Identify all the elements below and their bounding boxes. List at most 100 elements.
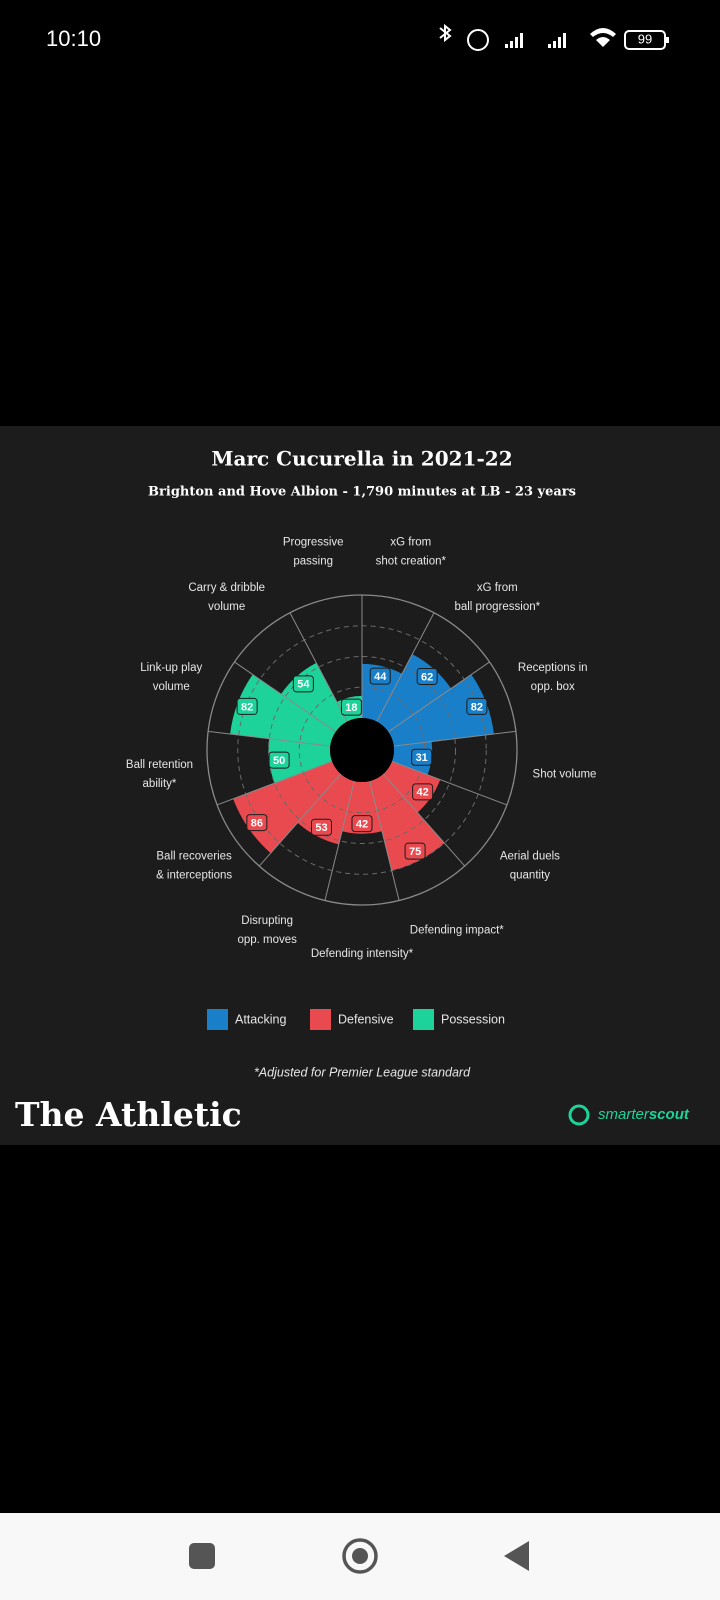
chart-subtitle: Brighton and Hove Albion - 1,790 minutes… (148, 485, 576, 500)
category-label-line: Receptions in (518, 662, 588, 674)
category-label: Receptions in opp. box (518, 662, 588, 693)
value-label: 50 (273, 755, 285, 767)
category-label-line: quantity (510, 869, 551, 881)
spoke (369, 780, 400, 901)
category-label-line: passing (293, 555, 333, 567)
value-label: 86 (251, 817, 263, 829)
value-label-box (411, 748, 433, 766)
legend-label: Attacking (235, 1012, 286, 1026)
partner-name: smarterscout (598, 1106, 690, 1123)
partner-name-b: scout (649, 1106, 690, 1123)
value-label-box (416, 667, 438, 685)
category-label-line: xG from (477, 582, 518, 594)
category-label: Shot volume (533, 769, 597, 781)
value-label-box (466, 697, 488, 715)
category-label: Defending impact* (410, 925, 504, 937)
value-label-box (351, 815, 373, 833)
category-label: Progressive passing (283, 536, 344, 567)
category-label-line: ability* (143, 778, 177, 790)
category-label-line: shot creation* (376, 555, 447, 567)
bar (369, 773, 445, 871)
category-label-line: Disrupting (241, 915, 293, 927)
spoke (376, 612, 435, 722)
bar (268, 738, 333, 784)
category-label: Carry & dribble volume (188, 582, 265, 613)
category-label: Link-up play volume (140, 662, 202, 693)
nav-recents[interactable] (189, 1543, 215, 1569)
battery-level: 99 (638, 31, 652, 46)
partner-logo: smarterscout (568, 1104, 690, 1126)
spoke (391, 760, 508, 806)
value-label-box (404, 842, 426, 860)
legend-swatch (310, 1009, 331, 1030)
category-label-line: Aerial duels (500, 850, 560, 862)
value-label-box (369, 667, 391, 685)
value-label: 42 (416, 787, 428, 799)
category-label-line: Ball retention (126, 759, 193, 771)
publisher-logo: The Athletic (15, 1095, 242, 1134)
category-label-line: opp. box (531, 681, 575, 693)
category-label-line: Progressive (283, 536, 344, 548)
nav-back[interactable] (504, 1541, 529, 1571)
category-label-line: & interceptions (156, 869, 232, 881)
value-label-box (236, 697, 258, 715)
spoke (393, 730, 516, 747)
category-label-line: Carry & dribble (188, 582, 265, 594)
category-label: xG from shot creation* (376, 536, 447, 567)
category-label-line: opp. moves (237, 934, 297, 946)
status-time: 10:10 (46, 26, 101, 51)
category-label: Ball recoveries & interceptions (156, 850, 232, 881)
chart-title: Marc Cucurella in 2021-22 (211, 447, 512, 471)
spoke (289, 612, 348, 722)
value-label: 62 (421, 671, 433, 683)
value-label: 53 (315, 822, 327, 834)
legend-label: Possession (441, 1012, 505, 1026)
partner-name-a: smarter (598, 1106, 650, 1123)
value-label: 82 (241, 701, 253, 713)
spoke (258, 773, 342, 867)
category-label-line: Link-up play (140, 662, 202, 674)
spoke (382, 773, 466, 867)
category-label-line: Ball recoveries (156, 850, 232, 862)
value-label: 31 (416, 752, 428, 764)
bar (388, 674, 494, 747)
center-hole (330, 718, 394, 782)
category-label-line: Defending intensity* (311, 948, 414, 960)
nav-home[interactable] (342, 1538, 378, 1574)
category-label-line: xG from (390, 536, 431, 548)
value-label: 75 (409, 846, 421, 858)
spoke (234, 661, 336, 733)
category-label-line: Shot volume (533, 769, 597, 781)
bar (230, 674, 336, 747)
spoke (388, 661, 490, 733)
category-label: xG from ball progression* (454, 582, 540, 613)
value-label: 44 (374, 671, 387, 683)
value-label: 82 (471, 701, 483, 713)
category-label-line: ball progression* (454, 601, 540, 613)
value-label-box (292, 675, 314, 693)
grid-circle (268, 656, 456, 844)
category-label: Ball retention ability* (126, 759, 193, 790)
value-label-box (246, 814, 268, 832)
category-label: Aerial duels quantity (500, 850, 560, 881)
legend-label: Defensive (338, 1012, 394, 1026)
value-label-box (340, 698, 362, 716)
category-label: Defending intensity* (311, 948, 414, 960)
value-label: 42 (356, 819, 368, 831)
spoke (324, 780, 355, 901)
legend-swatch (413, 1009, 434, 1030)
value-label-box (412, 783, 434, 801)
category-label: Disrupting opp. moves (237, 915, 297, 946)
status-icons (439, 23, 669, 51)
value-label: 18 (345, 702, 357, 714)
category-label-line: Defending impact* (410, 925, 504, 937)
category-label-line: volume (208, 601, 245, 613)
spoke (216, 760, 333, 806)
footnote: *Adjusted for Premier League standard (254, 1065, 471, 1079)
legend-swatch (207, 1009, 228, 1030)
value-label-box (310, 818, 332, 836)
value-label: 54 (297, 679, 310, 691)
category-label-line: volume (153, 681, 190, 693)
